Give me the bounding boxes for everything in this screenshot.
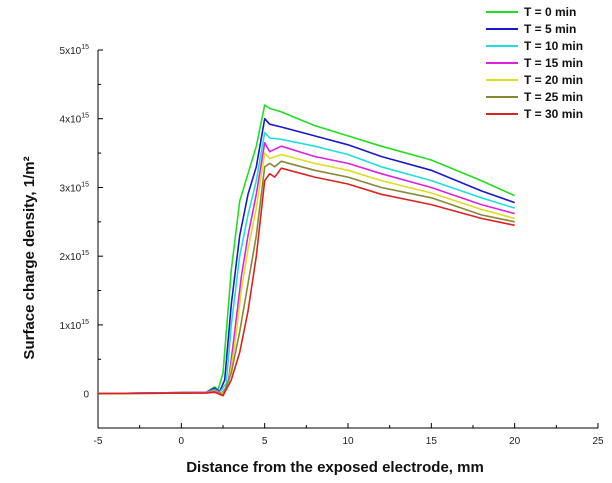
- x-tick-label: 5: [262, 436, 268, 447]
- x-axis-title: Distance from the exposed electrode, mm: [186, 459, 484, 476]
- series-line-5: [97, 152, 515, 396]
- series-layer: [97, 104, 516, 397]
- series-line-7: [97, 167, 515, 397]
- x-tick-label: -5: [94, 436, 103, 447]
- y-tick-label: 4x1015: [60, 113, 90, 126]
- y-tick-label: 3x1015: [60, 181, 90, 194]
- y-tick-label: 2x1015: [60, 250, 90, 263]
- legend: T = 0 min T = 5 min T = 10 min T = 15 min T …: [486, 5, 583, 121]
- legend-label: T = 30 min: [524, 107, 583, 121]
- x-tick-label: 25: [592, 436, 604, 447]
- series-line-4: [97, 142, 515, 395]
- y-tick-label: 1x1015: [60, 319, 90, 332]
- x-tick-label: 10: [342, 436, 354, 447]
- legend-label: T = 0 min: [524, 5, 576, 19]
- y-tick-label: 0: [83, 390, 89, 401]
- legend-label: T = 10 min: [524, 39, 583, 53]
- x-tick-label: 20: [509, 436, 521, 447]
- x-tick-label: 0: [179, 436, 185, 447]
- series-line-6: [97, 160, 515, 396]
- legend-label: T = 20 min: [524, 73, 583, 87]
- y-tick-label: 5x1015: [60, 44, 90, 57]
- legend-label: T = 5 min: [524, 22, 576, 36]
- legend-label: T = 25 min: [524, 90, 583, 104]
- x-tick-label: 15: [426, 436, 438, 447]
- series-line-3: [97, 131, 515, 395]
- axes: -5 0 5 10 15 20 25 0 1x1015 2x1015 3x1015 4x1015 5x1…: [60, 44, 604, 447]
- legend-label: T = 15 min: [524, 56, 583, 70]
- series-line-1: [97, 104, 516, 395]
- y-axis-title: Surface charge density, 1/m²: [21, 156, 38, 359]
- series-line-2: [97, 117, 515, 395]
